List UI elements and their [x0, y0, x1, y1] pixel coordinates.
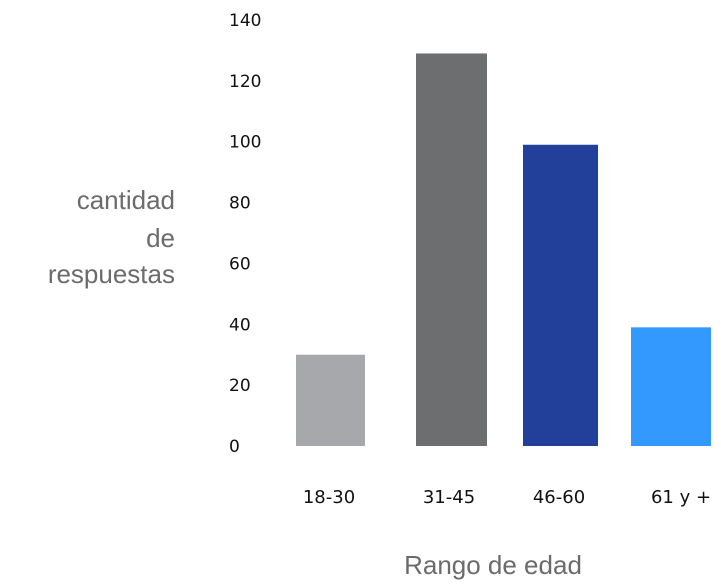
- y-axis-ticks: 0 20 40 60 80 100 120 140: [229, 11, 261, 457]
- x-tick-label: 61 y +: [651, 487, 711, 508]
- x-tick-label: 31-45: [423, 487, 475, 508]
- y-tick-label: 100: [229, 133, 261, 153]
- y-axis-title-line-1: cantidad: [77, 185, 175, 215]
- x-axis-ticks: 18-30 31-45 46-60 61 y +: [303, 487, 711, 508]
- y-tick-label: 140: [229, 11, 261, 31]
- y-tick-label: 120: [229, 72, 261, 92]
- y-axis-title-line-2: de: [146, 223, 175, 253]
- x-tick-label: 18-30: [303, 487, 355, 508]
- x-tick-label: 46-60: [533, 487, 585, 508]
- bar-61yplus: [631, 327, 711, 446]
- bar-31-45: [416, 53, 487, 446]
- y-tick-label: 0: [229, 437, 240, 457]
- bar-46-60: [523, 144, 598, 446]
- y-tick-label: 40: [229, 315, 251, 335]
- bars: [296, 53, 711, 446]
- y-axis-title-line-3: respuestas: [48, 259, 175, 289]
- y-tick-label: 60: [229, 254, 251, 274]
- bar-18-30: [296, 354, 365, 446]
- x-axis-title: Rango de edad: [404, 550, 582, 580]
- y-tick-label: 20: [229, 376, 251, 396]
- y-tick-label: 80: [229, 194, 251, 214]
